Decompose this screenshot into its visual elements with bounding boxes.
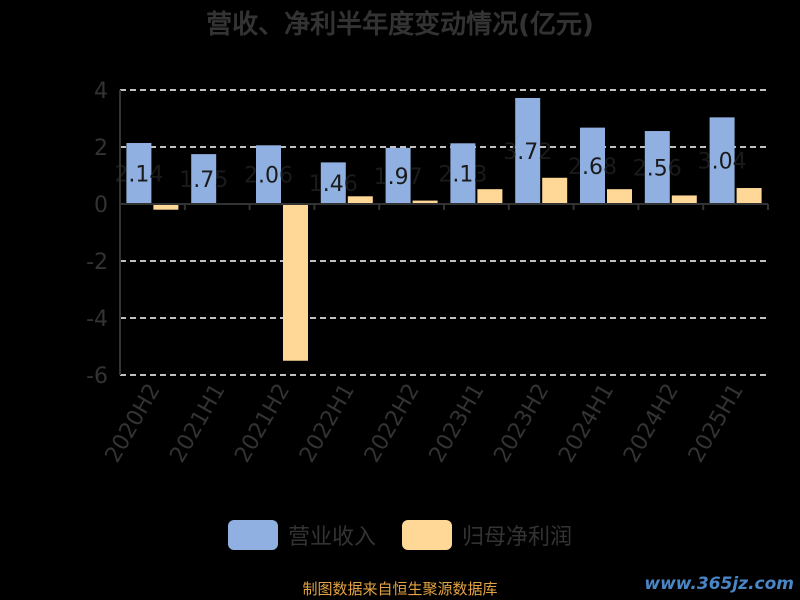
x-tick-label: 2020H2 (101, 380, 166, 467)
bar-revenue (450, 143, 476, 204)
bar-profit (542, 177, 568, 204)
bar-profit (153, 204, 179, 210)
legend-label-profit: 归母净利润 (462, 525, 573, 550)
data-label-revenue: 2.06 (244, 164, 293, 189)
bar-profit (607, 189, 632, 204)
x-tick-label: 2024H1 (554, 380, 619, 467)
x-tick-label: 2022H2 (360, 380, 425, 467)
bar-revenue (385, 147, 411, 204)
legend-item-revenue[interactable]: 营业收入 (227, 519, 376, 551)
x-tick-label: 2021H1 (165, 380, 230, 467)
bar-profit (283, 204, 308, 361)
bar-profit (477, 189, 503, 204)
data-label-revenue: 2.68 (568, 155, 617, 180)
bar-revenue (580, 127, 605, 204)
data-labels: 2.14 1.75 2.06 1.46 1.97 2.13 3.72 2.68 2.56 3.04 (114, 140, 746, 197)
legend-swatch-revenue (227, 520, 278, 550)
chart-title: 营收、净利半年度变动情况(亿元) (206, 10, 594, 40)
data-label-revenue: 3.72 (503, 140, 552, 165)
bar-profit (347, 196, 373, 204)
data-label-revenue: 2.56 (633, 157, 682, 182)
bar-revenue (515, 97, 541, 204)
watermark: www.365jz.com (644, 574, 794, 594)
bar-revenue (256, 145, 281, 204)
bar-revenue (320, 162, 346, 204)
y-tick-label: -4 (86, 307, 108, 332)
x-tick-label: 2023H2 (489, 380, 554, 467)
y-tick-label: 2 (94, 136, 108, 161)
bar-revenue (126, 143, 152, 204)
data-label-revenue: 1.75 (179, 168, 228, 193)
bar-revenue (709, 117, 735, 204)
x-tick-label: 2024H2 (619, 380, 684, 467)
bars (126, 97, 762, 361)
legend-label-revenue: 营业收入 (287, 525, 376, 550)
legend: 营业收入 归母净利润 (0, 519, 800, 551)
data-label-revenue: 3.04 (698, 150, 747, 175)
x-tick-label: 2025H1 (684, 380, 749, 467)
bar-revenue (644, 131, 670, 204)
x-tick-label: 2021H2 (230, 380, 295, 467)
source-note: 制图数据来自恒生聚源数据库 (302, 580, 498, 598)
bar-profit (671, 195, 697, 204)
y-tick-label: 0 (94, 193, 108, 218)
bar-profit (736, 188, 762, 204)
data-label-revenue: 2.14 (114, 163, 163, 188)
data-label-revenue: 1.97 (374, 165, 423, 190)
legend-swatch-profit (402, 520, 452, 550)
gridlines (120, 89, 768, 376)
y-tick-label: 4 (94, 79, 108, 104)
y-tick-label: -6 (86, 364, 108, 389)
data-label-revenue: 1.46 (309, 172, 358, 197)
legend-item-profit[interactable]: 归母净利润 (402, 519, 572, 551)
x-tick-label: 2023H1 (425, 380, 490, 467)
y-tick-label: -2 (86, 250, 108, 275)
x-tick-label: 2022H1 (295, 380, 360, 467)
bar-revenue (191, 154, 217, 204)
data-label-revenue: 2.13 (438, 163, 487, 188)
bar-profit (412, 200, 438, 204)
